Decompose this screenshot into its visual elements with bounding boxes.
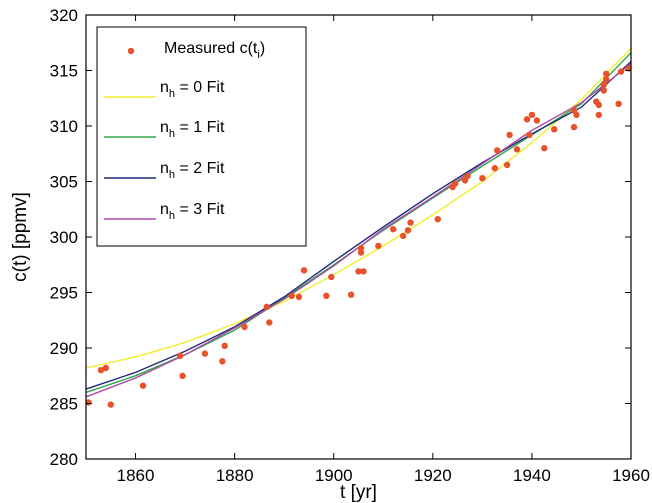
measured-point — [573, 111, 580, 119]
y-tick-label: 290 — [50, 339, 78, 358]
measured-point — [595, 111, 602, 119]
y-tick-label: 305 — [50, 173, 78, 192]
measured-point — [528, 111, 536, 119]
fit-line-fit0 — [85, 47, 632, 369]
measured-point — [551, 126, 558, 133]
measured-point — [625, 65, 632, 72]
measured-point — [434, 216, 441, 223]
legend-label-fit2: nh = 2 Fit — [160, 160, 225, 181]
measured-point — [97, 367, 105, 374]
x-tick-label: 1900 — [315, 466, 353, 485]
measured-point — [491, 165, 498, 172]
measured-point — [347, 291, 355, 298]
measured-point — [399, 232, 407, 240]
measured-point — [375, 242, 382, 250]
measured-point — [263, 303, 270, 311]
x-tick-label: 1880 — [216, 466, 254, 485]
measured-point — [503, 161, 511, 169]
legend: Measured c(ti) nh = 0 Fit nh = 1 Fit nh = 2… — [96, 26, 307, 247]
measured-point — [595, 101, 602, 109]
measured-point — [513, 146, 521, 153]
measured-point — [600, 87, 607, 94]
y-tick-label: 310 — [50, 117, 78, 136]
measured-point — [219, 358, 226, 365]
measured-point — [615, 100, 622, 108]
y-tick-label: 315 — [50, 62, 78, 81]
y-tick-label: 285 — [50, 395, 78, 414]
measured-point — [241, 323, 248, 331]
measured-point — [201, 350, 209, 357]
measured-point — [288, 292, 295, 299]
y-tick-label: 295 — [50, 284, 78, 303]
measured-point — [464, 172, 471, 180]
measured-point — [357, 244, 365, 252]
measured-point — [600, 81, 607, 89]
measured-point — [451, 180, 459, 187]
measured-point — [107, 401, 115, 408]
measured-point — [494, 147, 501, 154]
y-axis-title: c(t) [ppmv] — [10, 192, 31, 282]
measured-point — [541, 145, 548, 152]
measured-point — [390, 226, 397, 233]
measured-point — [300, 267, 308, 274]
measured-point — [570, 123, 578, 131]
measured-point — [176, 352, 184, 359]
y-tick-label: 300 — [50, 228, 78, 247]
measured-point — [404, 227, 412, 234]
measured-point — [102, 364, 110, 372]
measured-point — [357, 249, 365, 256]
legend-label-fit1: nh = 1 Fit — [160, 119, 225, 140]
legend-label-fit3: nh = 3 Fit — [160, 201, 225, 222]
x-tick-label: 1920 — [414, 466, 452, 485]
y-axis-ticks: 280 285 290 295 300 305 310 315 320 — [50, 6, 631, 469]
y-tick-label: 280 — [50, 450, 78, 469]
measured-point — [295, 293, 303, 301]
measured-point — [266, 319, 273, 326]
measured-point — [526, 131, 533, 139]
measured-point — [603, 76, 610, 83]
x-tick-label: 1940 — [513, 466, 551, 485]
measured-point — [323, 292, 330, 299]
measured-point — [523, 116, 531, 123]
measured-point — [617, 68, 625, 75]
measured-point — [355, 268, 362, 275]
x-tick-label: 1860 — [117, 466, 155, 485]
measured-point — [407, 219, 414, 226]
measured-point — [603, 70, 610, 78]
legend-label-measured: Measured c(ti) — [164, 40, 265, 61]
measured-point — [479, 175, 486, 182]
measured-point — [179, 372, 186, 379]
x-axis-title: t [yr] — [340, 482, 377, 503]
fit-line-fit2 — [85, 61, 632, 390]
x-tick-label: 1960 — [612, 466, 650, 485]
measured-point — [533, 117, 541, 124]
measured-point — [360, 268, 367, 275]
measured-point — [139, 382, 147, 389]
measured-point — [328, 273, 335, 281]
legend-label-fit0: nh = 0 Fit — [160, 79, 225, 100]
legend-marker-measured — [127, 47, 135, 55]
x-axis-ticks: 1860 1880 1900 1920 1940 1960 — [117, 15, 650, 485]
y-tick-label: 320 — [50, 6, 78, 25]
measured-point — [221, 342, 228, 349]
measured-point — [506, 131, 513, 139]
